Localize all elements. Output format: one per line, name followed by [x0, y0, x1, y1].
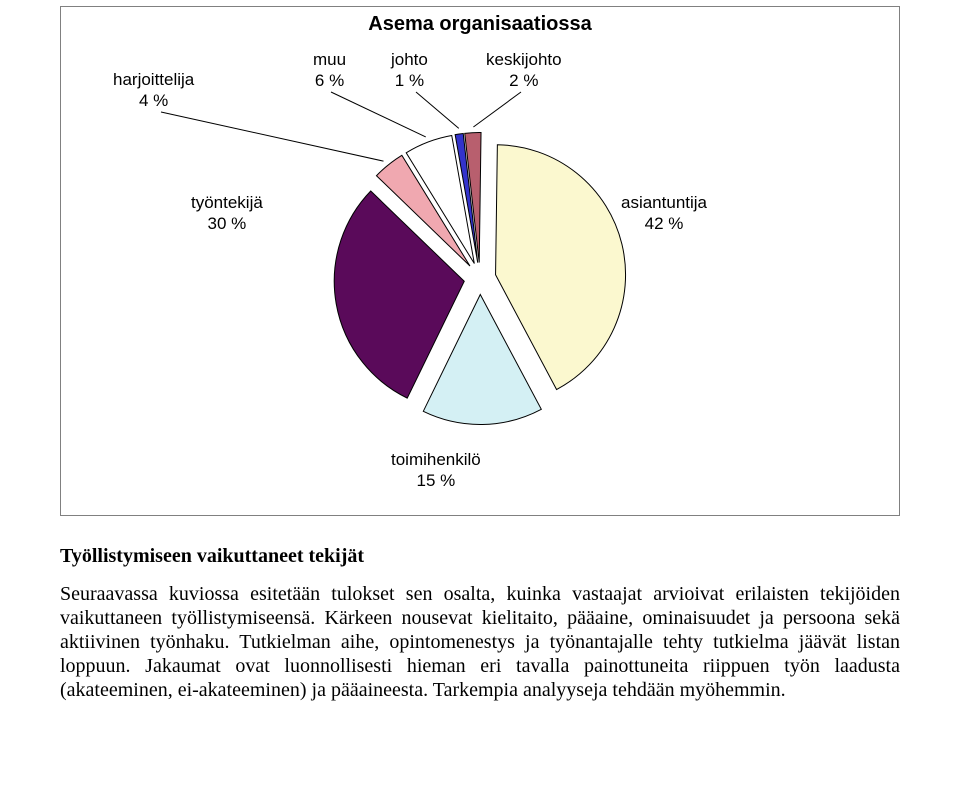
slice-label-pct: 6 % [313, 70, 346, 91]
pie-chart [300, 99, 660, 464]
slice-label-keskijohto: keskijohto2 % [486, 49, 562, 92]
slice-label-pct: 2 % [486, 70, 562, 91]
slice-label-name: asiantuntija [621, 192, 707, 213]
slice-label-name: muu [313, 49, 346, 70]
slice-label-name: keskijohto [486, 49, 562, 70]
slice-label-tyontekija: työntekijä30 % [191, 192, 263, 235]
slice-label-muu: muu6 % [313, 49, 346, 92]
slice-label-pct: 42 % [621, 213, 707, 234]
slice-label-pct: 1 % [391, 70, 428, 91]
chart-title: Asema organisaatiossa [61, 13, 899, 36]
slice-label-name: harjoittelija [113, 69, 194, 90]
slice-label-toimihenkilo: toimihenkilö15 % [391, 449, 481, 492]
section-paragraph: Seuraavassa kuviossa esitetään tulokset … [60, 582, 900, 702]
chart-panel: Asema organisaatiossa johto1 % keskijohto… [60, 6, 900, 516]
slice-label-name: työntekijä [191, 192, 263, 213]
slice-label-harjoittelija: harjoittelija4 % [113, 69, 194, 112]
slice-label-asiantuntija: asiantuntija42 % [621, 192, 707, 235]
pie-slice-asiantuntija [496, 145, 626, 390]
slice-label-pct: 4 % [113, 90, 194, 111]
body-text: Työllistymiseen vaikuttaneet tekijät Seu… [60, 544, 900, 702]
slice-label-name: johto [391, 49, 428, 70]
slice-label-johto: johto1 % [391, 49, 428, 92]
section-heading: Työllistymiseen vaikuttaneet tekijät [60, 544, 900, 568]
slice-label-pct: 30 % [191, 213, 263, 234]
slice-label-name: toimihenkilö [391, 449, 481, 470]
slice-label-pct: 15 % [391, 470, 481, 491]
